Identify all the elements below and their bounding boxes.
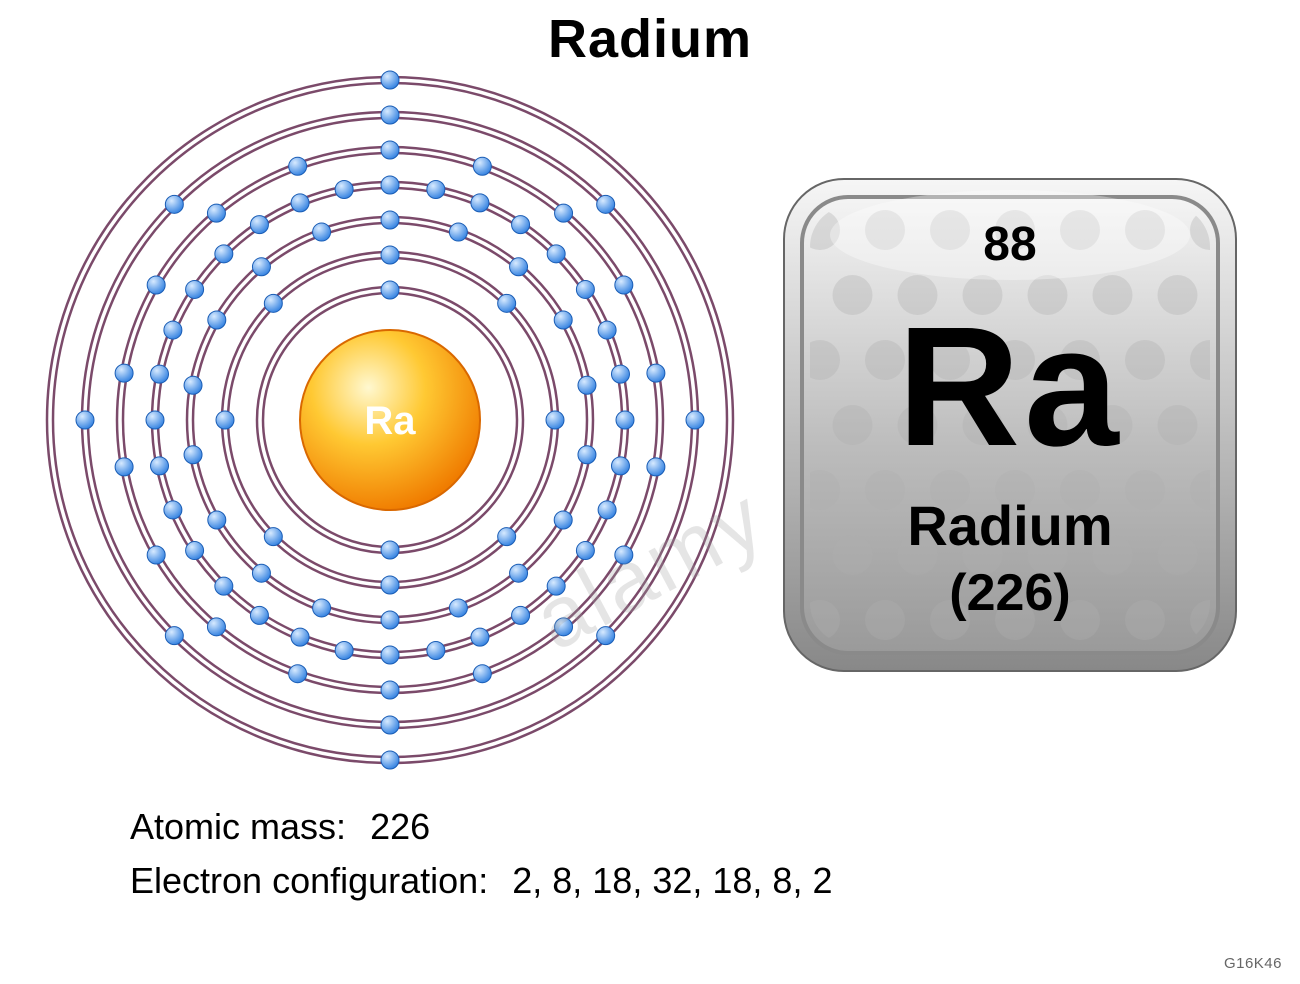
- atom-diagram: Ra: [40, 70, 740, 770]
- atomic-mass-value: 226: [370, 806, 430, 847]
- electron-config-label: Electron configuration:: [130, 860, 488, 901]
- svg-text:Ra: Ra: [897, 292, 1122, 482]
- info-block: Atomic mass: 226 Electron configuration:…: [130, 800, 832, 908]
- atomic-mass-label: Atomic mass:: [130, 806, 346, 847]
- electron-config-value: 2, 8, 18, 32, 18, 8, 2: [512, 860, 832, 901]
- svg-text:(226): (226): [949, 564, 1070, 622]
- svg-text:Ra: Ra: [364, 399, 416, 443]
- image-code: G16K46: [1224, 955, 1282, 972]
- element-tile: 88 Ra Radium (226): [780, 175, 1240, 675]
- svg-text:Radium: Radium: [907, 494, 1112, 557]
- page-title: Radium: [0, 8, 1300, 70]
- electron-config-row: Electron configuration: 2, 8, 18, 32, 18…: [130, 854, 832, 908]
- svg-text:88: 88: [983, 218, 1036, 271]
- atomic-mass-row: Atomic mass: 226: [130, 800, 832, 854]
